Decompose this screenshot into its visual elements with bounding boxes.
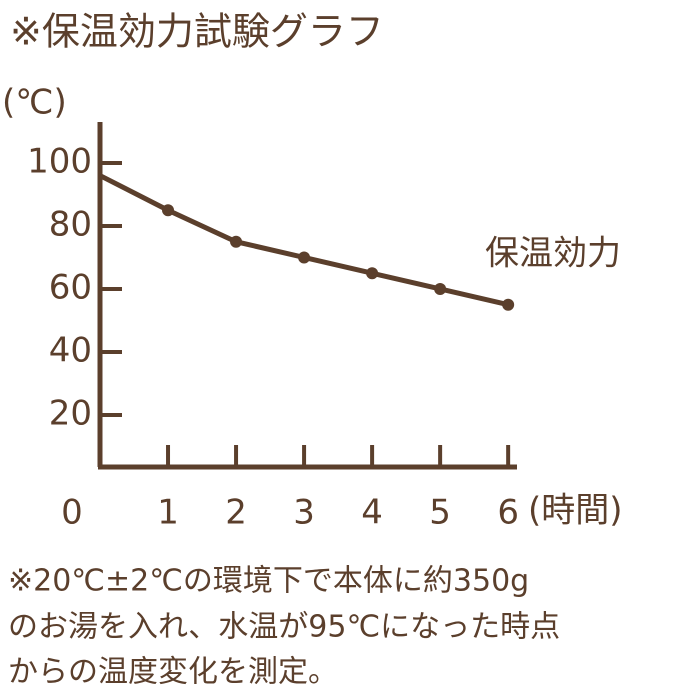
y-axis-label: (℃) (2, 83, 67, 123)
note-line: ※20℃±2℃の環境下で本体に約350g (8, 564, 529, 599)
x-axis-label: (時間) (528, 491, 623, 531)
x-tick-label: 2 (225, 493, 247, 533)
line (98, 173, 509, 308)
x-tick-label: 3 (293, 493, 315, 533)
point (298, 251, 311, 264)
x-tick-label: 4 (361, 493, 383, 533)
series-label: 保温効力 (485, 234, 621, 274)
y-tick-label: 20 (49, 393, 92, 433)
y-tick-label: 60 (49, 267, 92, 307)
x-tick-label: 0 (61, 493, 83, 533)
point (434, 282, 447, 295)
point (366, 267, 379, 280)
y-tick-label: 100 (27, 141, 92, 181)
point (230, 235, 243, 248)
x-tick-label: 6 (497, 493, 519, 533)
note-line: のお湯を入れ、水温が95℃になった時点 (8, 610, 560, 645)
x-tick-label: 1 (157, 493, 179, 533)
note-line: からの温度変化を測定。 (8, 655, 338, 690)
x-tick-label: 5 (429, 493, 451, 533)
y-tick-label: 40 (49, 330, 92, 370)
point (502, 298, 515, 311)
chart-title: ※保温効力試験グラフ (10, 10, 384, 54)
point (162, 204, 175, 217)
y-tick-label: 80 (49, 204, 92, 244)
